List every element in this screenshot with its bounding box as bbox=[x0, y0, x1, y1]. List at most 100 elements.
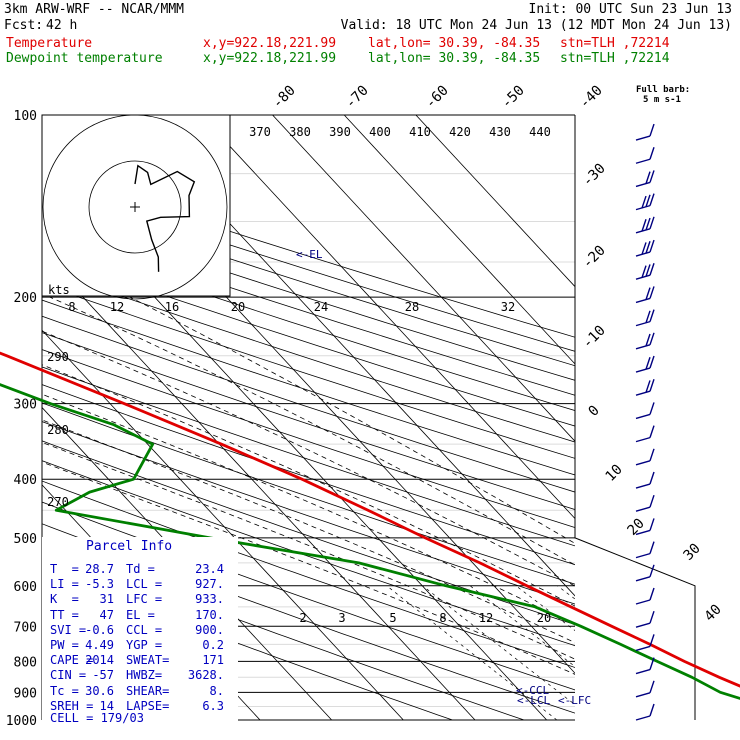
isotherm-tick--10: -10 bbox=[580, 323, 609, 352]
parcel-row: SVI = -0.6 CCL = 900. bbox=[50, 623, 240, 637]
mixing-ratio-tick-2: 2 bbox=[299, 611, 306, 625]
hodograph-speed-tick-8: 8 bbox=[68, 300, 75, 314]
parcel-row: CIN = -57 HWBZ= 3628. bbox=[50, 668, 240, 682]
hodograph-speed-tick-24: 24 bbox=[314, 300, 328, 314]
wind-barb-flag bbox=[649, 355, 655, 369]
mixing-ratio-line bbox=[422, 585, 575, 706]
pressure-tick-800: 800 bbox=[14, 655, 37, 670]
parcel-info-panel bbox=[42, 537, 238, 727]
wind-barb-flag bbox=[649, 309, 655, 322]
moist-adiabat bbox=[42, 419, 575, 644]
wind-barb-flag bbox=[649, 471, 655, 485]
ccl-label: <-CCL bbox=[516, 684, 549, 697]
dry-adiabat bbox=[42, 332, 575, 510]
isotherm-tick--80: -80 bbox=[270, 83, 299, 112]
moist-adiabat bbox=[42, 330, 575, 587]
forecast-hour: 42 h bbox=[46, 18, 78, 33]
full-barb-units: 5 m s-1 bbox=[643, 95, 681, 105]
hodograph-speed-tick-20: 20 bbox=[231, 300, 245, 314]
wind-barb-flag bbox=[645, 194, 651, 208]
dry-adiabat bbox=[42, 568, 453, 720]
hodograph-speed-tick-12: 12 bbox=[110, 300, 124, 314]
mixing-ratio-tick-3: 3 bbox=[338, 611, 345, 625]
dry-adiabat bbox=[42, 402, 575, 585]
parcel-cell-3: 170. bbox=[195, 607, 224, 622]
wind-barb bbox=[635, 413, 651, 420]
wind-barb bbox=[635, 158, 651, 164]
parcel-cell-1: -57 bbox=[92, 668, 114, 683]
parcel-cell-2: SWEAT= bbox=[126, 653, 170, 668]
parcel-cell-1: 28.7 bbox=[85, 562, 114, 576]
dry-adiabat bbox=[42, 299, 575, 476]
isotherm-tick-40: 40 bbox=[702, 602, 725, 625]
wind-barb-flag bbox=[649, 332, 655, 346]
wind-barb-flag bbox=[645, 171, 651, 184]
isotherm bbox=[42, 252, 476, 720]
wind-barb-flag bbox=[641, 219, 647, 232]
hodograph-ring-inner bbox=[88, 160, 182, 254]
wind-barb bbox=[635, 599, 651, 605]
isotherm-tick-20: 20 bbox=[625, 516, 648, 539]
isotherm-tick--40: -40 bbox=[577, 83, 606, 112]
dry-adiabat bbox=[42, 315, 575, 493]
dry-adiabat bbox=[42, 440, 575, 625]
wind-barb-flag bbox=[649, 610, 655, 624]
parcel-cell-2: YGP = bbox=[126, 638, 163, 652]
parcel-cell-0: SREH = bbox=[50, 698, 94, 713]
wind-barb-flag bbox=[649, 402, 655, 415]
parcel-cell-2: LAPSE= bbox=[126, 698, 170, 713]
dewpoint-label: Dewpoint temperature bbox=[6, 51, 163, 66]
pressure-tick-500: 500 bbox=[14, 532, 37, 547]
wind-barb-flag bbox=[649, 193, 655, 206]
isotherm bbox=[415, 115, 575, 288]
temperature-profile bbox=[0, 351, 740, 688]
isotherm-tick--20: -20 bbox=[580, 243, 609, 272]
parcel-row: PW = 4.49 YGP = 0.2 bbox=[50, 638, 240, 652]
wind-barb-flag bbox=[645, 217, 651, 231]
wind-barb-flag bbox=[649, 263, 655, 276]
wind-barb bbox=[635, 367, 651, 373]
isotherm-tick-10: 10 bbox=[603, 462, 626, 485]
theta-tick-430: 430 bbox=[489, 125, 511, 139]
temperature-xy: x,y=922.18,221.99 bbox=[203, 36, 337, 51]
wind-barb bbox=[635, 436, 651, 443]
parcel-cell-0: CIN = bbox=[50, 668, 87, 683]
wind-barb bbox=[635, 228, 651, 234]
wind-barb bbox=[635, 622, 651, 628]
parcel-cell-1: -5.3 bbox=[85, 577, 114, 592]
wind-barb-flag bbox=[641, 242, 647, 255]
parcel-row: TT = 47 EL = 170. bbox=[50, 608, 240, 622]
mixing-ratio-tick-8: 8 bbox=[439, 611, 446, 625]
parcel-cell-3: 8. bbox=[209, 683, 224, 698]
mixing-ratio-tick-5: 5 bbox=[389, 611, 396, 625]
hodograph-speed-tick-28: 28 bbox=[405, 300, 419, 314]
dry-adiabat bbox=[42, 349, 575, 528]
init-time: Init: 00 UTC Sun 23 Jun 13 bbox=[528, 2, 733, 17]
theta-left-tick-270: 270 bbox=[47, 495, 69, 509]
dry-adiabat bbox=[42, 224, 575, 396]
wind-barb bbox=[635, 506, 651, 512]
pressure-tick-200: 200 bbox=[14, 291, 37, 306]
pressure-tick-900: 900 bbox=[14, 686, 37, 701]
wind-barb bbox=[635, 576, 651, 582]
parcel-cell-3: 171 bbox=[202, 653, 224, 668]
wind-barb-flag bbox=[649, 518, 655, 531]
wind-barb bbox=[635, 529, 651, 536]
hodograph-kts-label: kts bbox=[48, 283, 70, 297]
wind-barb bbox=[635, 274, 651, 280]
pressure-tick-100: 100 bbox=[14, 109, 37, 124]
wind-barb-flag bbox=[649, 564, 655, 578]
pressure-tick-700: 700 bbox=[14, 620, 37, 635]
parcel-cell-1: 2014 bbox=[85, 653, 114, 668]
wind-barb-flag bbox=[649, 286, 655, 299]
parcel-cell-0: K = bbox=[50, 592, 79, 607]
hodograph-speed-tick-16: 16 bbox=[165, 300, 179, 314]
wind-barb bbox=[635, 692, 651, 698]
moist-adiabat bbox=[49, 296, 575, 566]
wind-barb bbox=[635, 204, 651, 211]
isotherm-tick-0: 0 bbox=[586, 403, 603, 420]
theta-tick-390: 390 bbox=[329, 125, 351, 139]
isotherm-tick--60: -60 bbox=[423, 83, 452, 112]
forecast-label: Fcst: bbox=[4, 18, 44, 33]
